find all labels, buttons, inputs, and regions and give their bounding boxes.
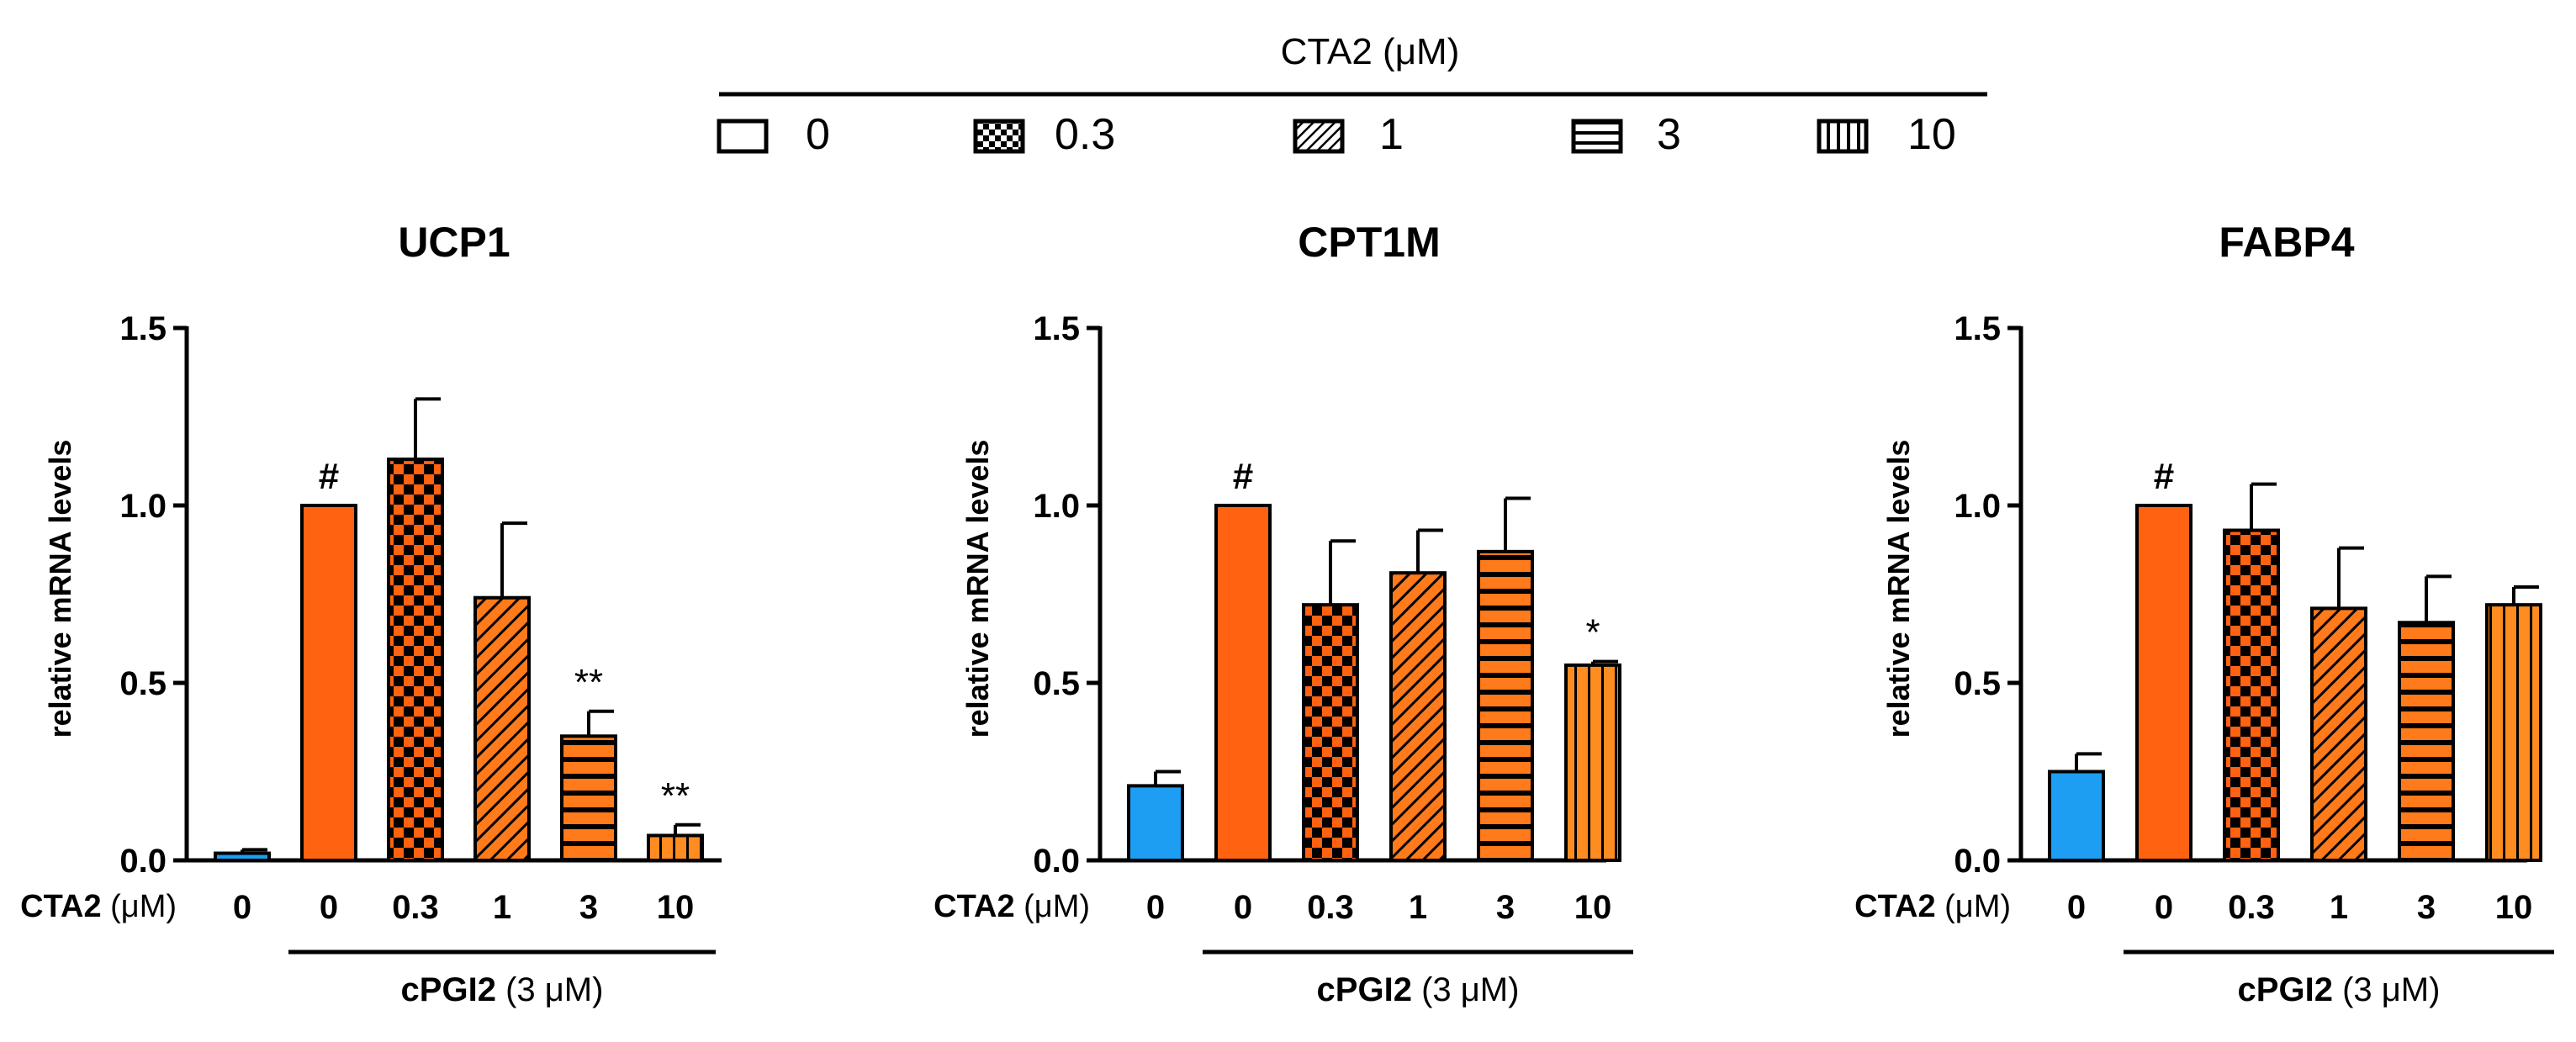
y-tick-label: 0.0 xyxy=(119,843,167,880)
legend-swatch-0.3 xyxy=(973,119,1025,154)
y-tick-label: 0.5 xyxy=(1033,665,1080,702)
y-tick-label: 1.5 xyxy=(1954,310,2001,347)
group-label: cPGI2 (3 μM) xyxy=(401,971,604,1008)
legend-swatch-3 xyxy=(1571,119,1623,154)
bar xyxy=(2223,528,2280,862)
bar xyxy=(300,504,357,862)
panel-fabp4: FABP4 relative mRNA levels 0.0 0.5 1.0 1.5 0… xyxy=(1854,219,2554,1008)
legend-label-10: 10 xyxy=(1907,110,1956,159)
significance-label: ** xyxy=(574,662,603,703)
panel-title: CPT1M xyxy=(1298,219,1440,266)
x-tick-label: 0 xyxy=(320,889,338,926)
x-tick-label: 1 xyxy=(1409,889,1427,926)
group-label: cPGI2 (3 μM) xyxy=(1317,971,1520,1008)
panel-ucp1: UCP1 relative mRNA levels 0.0 0.5 1.0 1.5 0 #… xyxy=(20,219,722,1008)
legend: CTA2 (μM) 0 0.3 1 3 10 xyxy=(717,31,1987,159)
y-tick-label: 0.0 xyxy=(1033,843,1080,880)
x-tick-label: 1 xyxy=(2330,889,2348,926)
y-axis-label: relative mRNA levels xyxy=(1881,440,1916,738)
legend-swatch-1 xyxy=(1293,119,1345,154)
bar xyxy=(214,851,271,862)
y-axis-label: relative mRNA levels xyxy=(43,440,77,738)
legend-swatch-10 xyxy=(1817,119,1869,154)
x-tick-label: 0 xyxy=(2067,889,2086,926)
x-tick-label: 3 xyxy=(579,889,598,926)
y-tick-label: 0.5 xyxy=(119,665,167,702)
x-tick-label: 0 xyxy=(1234,889,1252,926)
legend-swatch-0 xyxy=(717,119,769,154)
bar xyxy=(2135,504,2193,862)
x-row-label: CTA2 (μM) xyxy=(934,889,1090,924)
bar xyxy=(560,734,617,862)
x-tick-label: 3 xyxy=(2417,889,2436,926)
bar xyxy=(387,458,444,862)
x-tick-label: 10 xyxy=(657,889,695,926)
y-tick-label: 0.0 xyxy=(1954,843,2001,880)
panel-cpt1m: CPT1M relative mRNA levels 0.0 0.5 1.0 1.5 0… xyxy=(934,219,1633,1008)
legend-label-1: 1 xyxy=(1379,110,1404,159)
bar xyxy=(1214,504,1272,862)
y-tick-label: 1.0 xyxy=(1954,488,2001,525)
x-tick-label: 0 xyxy=(1146,889,1165,926)
significance-label: * xyxy=(1585,612,1600,653)
significance-label: # xyxy=(1233,456,1253,497)
legend-title: CTA2 (μM) xyxy=(1281,31,1460,72)
bar xyxy=(2048,770,2105,862)
legend-label-0.3: 0.3 xyxy=(1055,110,1115,159)
bar xyxy=(1389,571,1447,862)
panel-title: FABP4 xyxy=(2219,219,2354,266)
bar xyxy=(1302,603,1359,862)
x-tick-label: 10 xyxy=(1574,889,1612,926)
significance-label: # xyxy=(2154,456,2174,497)
y-tick-label: 1.0 xyxy=(119,488,167,525)
significance-label: # xyxy=(319,456,339,497)
bar xyxy=(1564,663,1621,863)
x-tick-label: 1 xyxy=(493,889,511,926)
y-tick-label: 1.5 xyxy=(119,310,167,347)
x-tick-label: 0.3 xyxy=(1307,889,1354,926)
x-tick-label: 10 xyxy=(2495,889,2533,926)
bar xyxy=(1127,784,1184,863)
bar xyxy=(2398,621,2455,862)
x-row-label: CTA2 (μM) xyxy=(1854,889,2011,924)
legend-label-0: 0 xyxy=(806,110,830,159)
y-tick-label: 0.5 xyxy=(1954,665,2001,702)
bar xyxy=(2310,606,2367,862)
legend-label-3: 3 xyxy=(1657,110,1681,159)
bar xyxy=(1477,549,1534,862)
bar xyxy=(2485,603,2542,862)
significance-label: ** xyxy=(661,775,690,817)
x-tick-label: 3 xyxy=(1496,889,1515,926)
group-label: cPGI2 (3 μM) xyxy=(2238,971,2441,1008)
x-row-label: CTA2 (μM) xyxy=(20,889,177,924)
x-tick-label: 0.3 xyxy=(2228,889,2275,926)
y-tick-label: 1.5 xyxy=(1033,310,1080,347)
y-tick-label: 1.0 xyxy=(1033,488,1080,525)
x-tick-label: 0.3 xyxy=(392,889,439,926)
bar xyxy=(473,595,531,862)
x-tick-label: 0 xyxy=(2155,889,2173,926)
bar xyxy=(647,833,704,863)
panel-title: UCP1 xyxy=(398,219,510,266)
x-tick-label: 0 xyxy=(233,889,251,926)
y-axis-label: relative mRNA levels xyxy=(960,440,995,738)
